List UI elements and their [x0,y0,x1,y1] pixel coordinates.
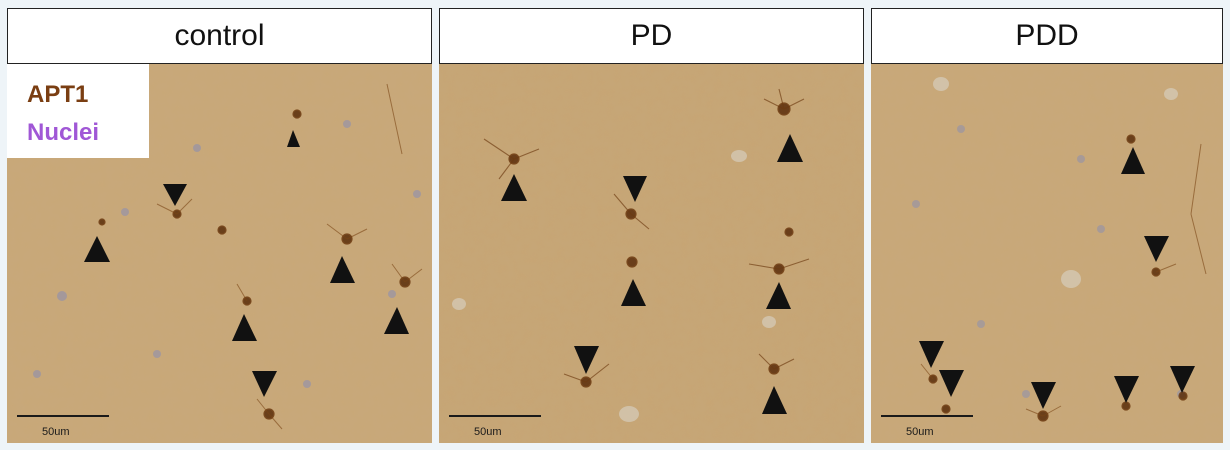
scale-bar [881,415,973,417]
arrowhead-down-icon [1031,382,1056,409]
arrowhead-up-icon [84,236,110,262]
micrograph-image [871,64,1223,443]
arrowheads [501,134,803,414]
panel-pdd: PDD [871,8,1223,443]
panel-title: PDD [871,8,1223,64]
arrowhead-up-icon [287,130,300,147]
arrowhead-down-icon [919,341,944,368]
panel-title: PD [439,8,864,64]
arrowhead-down-icon [1170,366,1195,393]
arrowhead-down-icon [939,370,964,397]
arrowhead-up-icon [232,314,257,341]
arrowhead-down-icon [163,184,187,206]
arrowhead-up-icon [762,386,787,414]
scale-bar-label: 50um [906,426,934,438]
micrograph: 50um [439,64,864,443]
arrowhead-down-icon [1144,236,1169,262]
arrowhead-down-icon [623,176,647,202]
arrowhead-down-icon [1114,376,1139,403]
legend-nuclei-label: Nuclei [27,119,100,146]
arrowhead-up-icon [501,174,527,201]
panel-control: control [7,8,432,443]
stain-legend: APT1 Nuclei [7,64,149,158]
arrowhead-up-icon [330,256,355,283]
panel-title: control [7,8,432,64]
arrowhead-up-icon [766,282,791,309]
panel-pd: PD [439,8,864,443]
arrowhead-down-icon [574,346,599,374]
arrowhead-up-icon [384,307,409,334]
micrograph: APT1 Nuclei 50um [7,64,432,443]
scale-bar-label: 50um [474,426,502,438]
arrowheads [84,130,409,397]
legend-stain-label: APT1 [27,81,89,108]
scale-bar [449,415,541,417]
arrowhead-down-icon [252,371,277,397]
scale-bar-label: 50um [42,426,70,438]
arrowhead-up-icon [777,134,803,162]
arrowheads [919,147,1195,409]
scale-bar [17,415,109,417]
arrowhead-up-icon [621,279,646,306]
micrograph: 50um [871,64,1223,443]
arrowhead-up-icon [1121,147,1145,174]
micrograph-image [439,64,864,443]
